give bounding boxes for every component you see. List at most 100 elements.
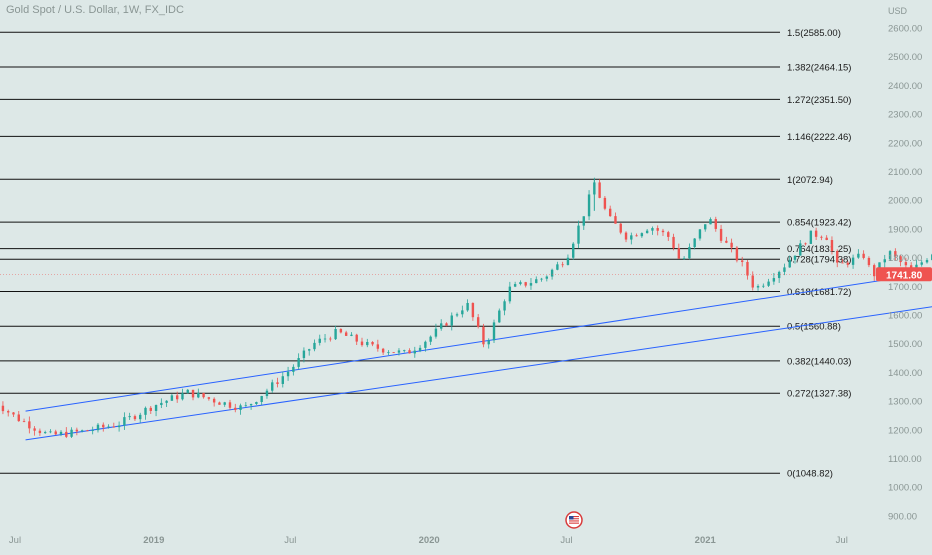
candle-body (682, 258, 686, 260)
candle-body (38, 430, 42, 434)
price-tick-label: 2100.00 (888, 167, 922, 178)
price-tick-label: 1700.00 (888, 282, 922, 293)
candle-body (7, 411, 10, 413)
candle-body (276, 382, 279, 384)
candle-body (799, 243, 802, 256)
lower-trendline (25, 306, 932, 441)
candle-body (693, 238, 696, 248)
candle-body (107, 426, 110, 428)
flag-canton (569, 516, 574, 520)
candle-body (556, 264, 559, 270)
time-axis[interactable]: Jul2019Jul2020Jul2021Jul2022Jul2023Jul20… (9, 535, 932, 546)
candle-body (529, 283, 533, 286)
price-tick-label: 1000.00 (888, 483, 922, 494)
candle-body (339, 329, 343, 333)
candle-body (751, 275, 754, 288)
flag-stripe (569, 522, 579, 524)
candle-body (519, 282, 522, 285)
price-tick-label: 1800.00 (888, 253, 922, 264)
candle-body (704, 224, 707, 230)
candle-body (424, 341, 427, 348)
time-tick-label: Jul (836, 535, 848, 546)
candle-body (788, 259, 791, 268)
candle-body (265, 390, 269, 397)
candle-body (899, 256, 902, 263)
candle-body (645, 230, 649, 234)
candle-body (825, 237, 828, 241)
candle-body (366, 341, 369, 346)
candle-body (820, 236, 823, 238)
candle-body (223, 402, 226, 405)
candle-body (814, 230, 818, 237)
candle-body (344, 332, 348, 336)
price-tick-label: 2200.00 (888, 138, 922, 149)
trendlines (25, 272, 932, 441)
candle-body (117, 425, 121, 428)
candle-body (445, 323, 448, 326)
candle-body (123, 417, 126, 426)
candle-body (904, 262, 908, 266)
candle-body (297, 358, 300, 367)
price-tick-label: 2500.00 (888, 52, 922, 63)
candle-body (746, 261, 749, 276)
price-tick-label: 2600.00 (888, 24, 922, 35)
candle-body (392, 352, 395, 354)
candle-body (582, 216, 585, 226)
candle-body (455, 314, 459, 316)
price-tick-label: 2400.00 (888, 81, 922, 92)
candle-body (160, 402, 163, 406)
candle-body (867, 257, 871, 266)
price-tick-label: 1600.00 (888, 311, 922, 322)
price-scale[interactable]: USD 2600.00 2500.00 2400.00 2300.00 2200.00 21… (0, 6, 932, 522)
fibonacci-levels: 1.5(2585.00) 1.382(2464.15) 1.272(2351.50)… (0, 28, 851, 480)
fib-label: 1.5(2585.00) (787, 28, 841, 39)
candle-body (49, 431, 52, 433)
candle-body (783, 267, 786, 272)
candle-body (22, 421, 26, 422)
candle-body (249, 403, 253, 406)
us-flag-icon[interactable] (565, 511, 583, 529)
time-tick-label: 2020 (419, 535, 440, 546)
candle-body (313, 342, 316, 350)
candle-body (740, 260, 744, 262)
flag-ring (565, 511, 583, 529)
candle-body (440, 323, 443, 329)
candle-body (503, 301, 506, 311)
candle-body (635, 235, 638, 237)
candle-body (873, 265, 876, 277)
upper-trendline (25, 272, 932, 412)
candle-body (355, 334, 358, 342)
candles (1, 177, 932, 439)
candle-body (667, 232, 670, 237)
fib-label: 0(1048.82) (787, 469, 833, 480)
candle-body (59, 431, 63, 435)
candle-body (191, 389, 195, 398)
candle-body (207, 397, 211, 399)
candle-body (508, 286, 512, 302)
price-tick-label: 1400.00 (888, 368, 922, 379)
candle-body (756, 286, 760, 288)
time-tick-label: Jul (560, 535, 572, 546)
time-tick-label: Jul (9, 535, 21, 546)
candle-body (75, 429, 79, 432)
candle-body (43, 432, 47, 434)
candle-body (387, 352, 390, 354)
candle-body (471, 302, 475, 318)
candle-body (577, 225, 580, 244)
candle-body (139, 414, 142, 420)
candle-body (804, 243, 807, 245)
candle-body (133, 416, 137, 420)
candle-body (614, 216, 617, 224)
candle-body (709, 219, 712, 225)
candle-body (154, 405, 158, 411)
candle-body (28, 421, 31, 429)
candle-body (587, 194, 591, 217)
fib-label: 0.5(1560.88) (787, 322, 841, 333)
candle-body (255, 401, 258, 404)
time-tick-label: Jul (284, 535, 296, 546)
candle-body (450, 315, 453, 326)
candle-body (836, 250, 839, 263)
candle-body (292, 366, 295, 372)
